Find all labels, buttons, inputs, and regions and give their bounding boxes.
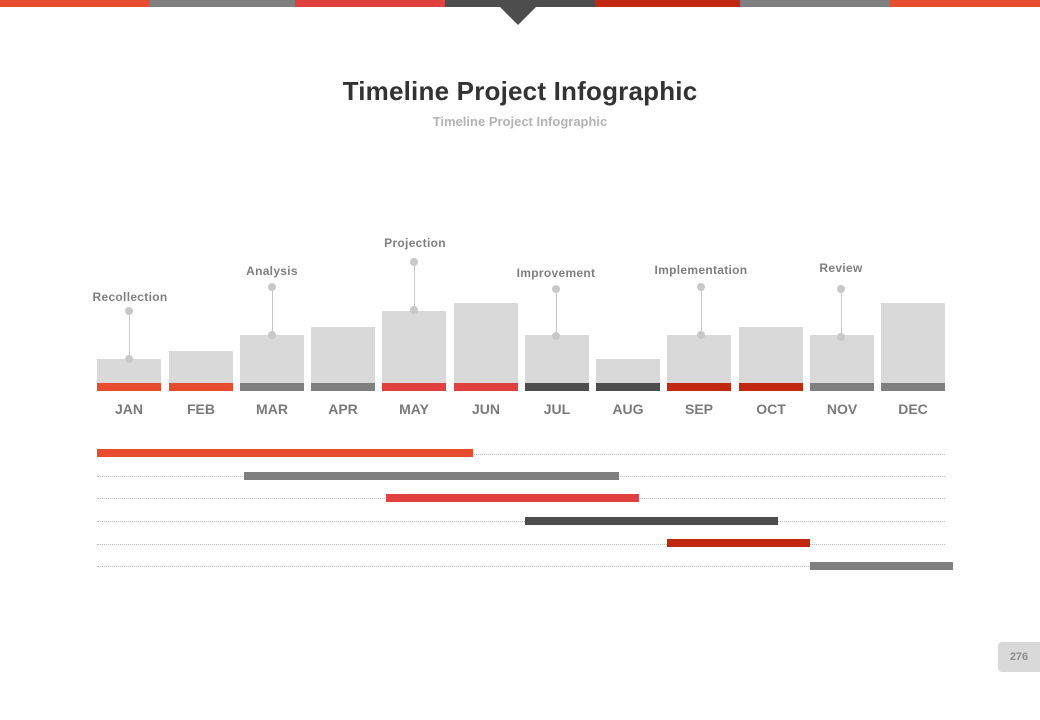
month-column-may <box>382 311 446 383</box>
month-base-may <box>382 383 446 391</box>
month-label-feb: FEB <box>187 401 215 417</box>
gantt-bar-implementation <box>667 539 810 547</box>
top-bar-segment-7 <box>890 0 1040 7</box>
phase-label-analysis: Analysis <box>246 264 298 278</box>
gantt-bar-projection <box>386 494 639 502</box>
phase-dot-bottom-implementation <box>697 331 705 339</box>
month-column-apr <box>311 327 375 383</box>
phase-dot-top-analysis <box>268 283 276 291</box>
gantt-track <box>97 521 945 522</box>
page-title: Timeline Project Infographic <box>342 76 698 106</box>
top-bar-segment-2 <box>150 0 295 7</box>
month-base-dec <box>881 383 945 391</box>
month-label-oct: OCT <box>756 401 786 417</box>
month-label-apr: APR <box>328 401 358 417</box>
top-bar-segment-3 <box>295 0 445 7</box>
month-column-aug <box>596 359 660 383</box>
month-label-jul: JUL <box>543 401 571 417</box>
phase-label-improvement: Improvement <box>516 266 596 280</box>
header-notch <box>499 6 537 25</box>
phase-dot-bottom-improvement <box>552 332 560 340</box>
month-base-jan <box>97 383 161 391</box>
month-column-oct <box>739 327 803 383</box>
page-number: 276 <box>998 642 1040 672</box>
phase-stem-projection <box>414 262 415 310</box>
month-base-nov <box>810 383 874 391</box>
phase-stem-analysis <box>272 287 273 335</box>
phase-dot-top-recollection <box>125 307 133 315</box>
month-column-jun <box>454 303 518 383</box>
month-column-jan <box>97 359 161 383</box>
phase-dot-top-projection <box>410 258 418 266</box>
month-base-aug <box>596 383 660 391</box>
phase-dot-bottom-recollection <box>125 355 133 363</box>
month-label-dec: DEC <box>898 401 928 417</box>
month-base-mar <box>240 383 304 391</box>
month-label-jan: JAN <box>114 401 143 417</box>
phase-stem-implementation <box>701 287 702 335</box>
top-bar-segment-4 <box>445 0 595 7</box>
gantt-track <box>97 454 945 455</box>
month-base-jul <box>525 383 589 391</box>
phase-label-implementation: Implementation <box>654 263 748 277</box>
month-label-jun: JUN <box>471 401 500 417</box>
gantt-bar-improvement <box>525 517 778 525</box>
month-label-may: MAY <box>399 401 429 417</box>
gantt-bar-review <box>810 562 953 570</box>
gantt-bar-analysis <box>244 472 619 480</box>
month-column-dec <box>881 303 945 383</box>
phase-dot-bottom-analysis <box>268 331 276 339</box>
phase-dot-bottom-review <box>837 333 845 341</box>
gantt-bar-recollection <box>97 449 473 457</box>
page-subtitle: Timeline Project Infographic <box>432 114 608 129</box>
top-bar-segment-5 <box>595 0 740 7</box>
top-bar-segment-1 <box>0 0 150 7</box>
month-label-aug: AUG <box>612 401 644 417</box>
top-color-bar <box>0 0 1040 7</box>
month-base-sep <box>667 383 731 391</box>
month-column-nov <box>810 335 874 383</box>
phase-dot-top-review <box>837 285 845 293</box>
month-label-mar: MAR <box>256 401 288 417</box>
month-column-sep <box>667 335 731 383</box>
phase-label-review: Review <box>819 261 863 275</box>
phase-stem-review <box>841 289 842 337</box>
phase-label-projection: Projection <box>384 236 446 250</box>
month-column-feb <box>169 351 233 383</box>
top-bar-segment-6 <box>740 0 890 7</box>
phase-stem-improvement <box>556 289 557 336</box>
phase-dot-top-implementation <box>697 283 705 291</box>
gantt-track <box>97 566 945 567</box>
month-base-jun <box>454 383 518 391</box>
phase-stem-recollection <box>129 311 130 359</box>
month-column-mar <box>240 335 304 383</box>
month-base-apr <box>311 383 375 391</box>
month-column-jul <box>525 335 589 383</box>
phase-dot-bottom-projection <box>410 306 418 314</box>
phase-label-recollection: Recollection <box>92 290 168 304</box>
phase-dot-top-improvement <box>552 285 560 293</box>
month-base-feb <box>169 383 233 391</box>
month-label-nov: NOV <box>826 401 858 417</box>
gantt-track <box>97 544 945 545</box>
month-base-oct <box>739 383 803 391</box>
month-label-sep: SEP <box>684 401 713 417</box>
